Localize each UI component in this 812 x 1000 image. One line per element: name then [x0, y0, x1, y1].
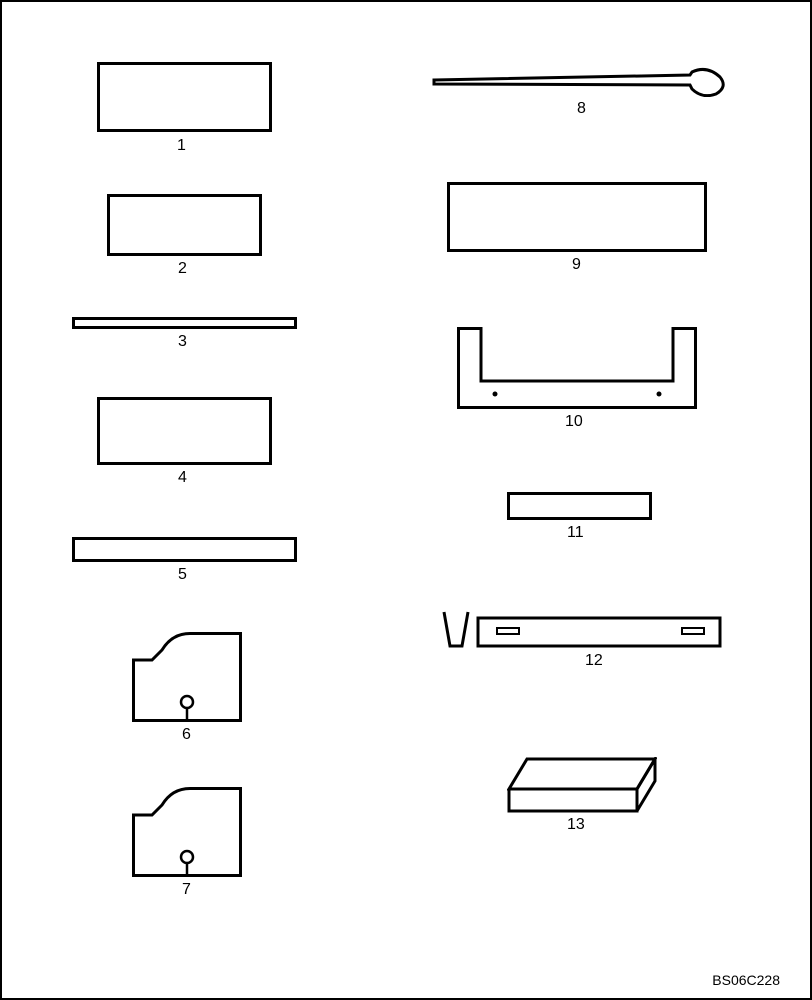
label-8: 8 [577, 100, 586, 118]
label-13: 13 [567, 816, 585, 834]
part-7 [132, 787, 242, 877]
part-4 [97, 397, 272, 465]
label-10: 10 [565, 413, 583, 431]
part-10 [457, 327, 697, 409]
label-5: 5 [178, 566, 187, 584]
part-13 [507, 757, 657, 815]
label-12: 12 [585, 652, 603, 670]
part-2 [107, 194, 262, 256]
part-6 [132, 632, 242, 722]
part-3 [72, 317, 297, 329]
reference-code: BS06C228 [712, 972, 780, 988]
label-2: 2 [178, 260, 187, 278]
label-11: 11 [567, 524, 584, 542]
part-5 [72, 537, 297, 562]
part-8 [432, 67, 727, 97]
label-1: 1 [177, 137, 186, 155]
part-1 [97, 62, 272, 132]
part-9 [447, 182, 707, 252]
part-11 [507, 492, 652, 520]
label-4: 4 [178, 469, 187, 487]
label-6: 6 [182, 726, 191, 744]
label-7: 7 [182, 881, 191, 899]
label-3: 3 [178, 333, 187, 351]
label-9: 9 [572, 256, 581, 274]
part-12 [442, 610, 722, 650]
